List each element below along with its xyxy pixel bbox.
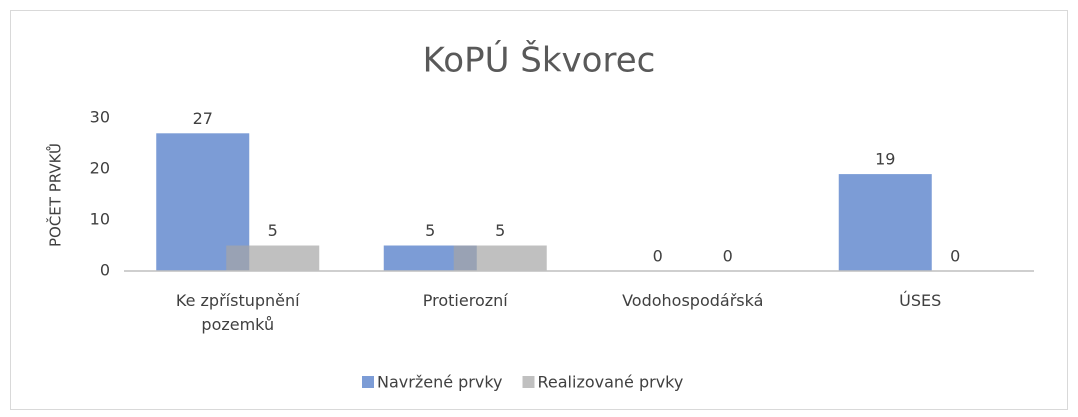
legend-label: Realizované prvky xyxy=(538,373,684,392)
y-tick-label: 10 xyxy=(90,210,110,229)
chart-title: KoPÚ Škvorec xyxy=(423,40,656,81)
y-tick-label: 30 xyxy=(90,108,110,127)
legend-swatch xyxy=(522,376,535,388)
legend-swatch xyxy=(362,376,374,388)
data-label: 5 xyxy=(268,221,278,240)
x-tick-label: Vodohospodářská xyxy=(622,291,764,310)
data-label: 0 xyxy=(950,247,960,266)
bar xyxy=(838,174,932,271)
bar xyxy=(453,245,547,271)
y-axis-label: POČET PRVKŮ xyxy=(46,143,65,247)
data-label: 0 xyxy=(723,247,733,266)
data-label: 0 xyxy=(653,247,663,266)
data-label: 27 xyxy=(193,109,213,128)
data-label: 19 xyxy=(875,150,895,169)
bar xyxy=(226,245,320,271)
x-tick-label: ÚSES xyxy=(899,291,942,310)
legend-label: Navržené prvky xyxy=(377,373,503,392)
data-label: 5 xyxy=(425,221,435,240)
x-tick-label: Protierozní xyxy=(422,291,508,310)
x-tick-label: Ke zpřístupnění pozemků xyxy=(175,291,300,334)
data-label: 5 xyxy=(495,221,505,240)
y-tick-label: 0 xyxy=(100,261,110,280)
y-tick-label: 20 xyxy=(90,159,110,178)
